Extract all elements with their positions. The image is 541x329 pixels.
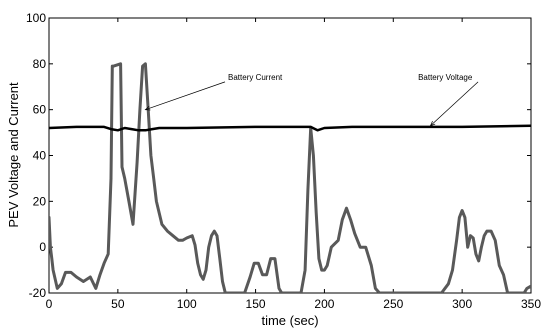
annotation-arrow [430, 81, 479, 126]
y-tick-label: 100 [26, 11, 46, 25]
battery-current-line [49, 62, 531, 293]
annotation-arrowhead [429, 121, 436, 127]
y-tick-label: 40 [33, 149, 47, 163]
plot-area [48, 17, 532, 294]
y-tick-label: 20 [33, 194, 47, 208]
battery-voltage-line [49, 124, 531, 132]
x-tick-label: 350 [521, 297, 541, 311]
y-tick-label: 0 [39, 240, 46, 254]
x-tick-label: 300 [452, 297, 472, 311]
annotation-arrowhead [144, 106, 151, 111]
y-tick-label: -20 [29, 286, 47, 300]
annotation-label: Battery Current [228, 73, 283, 82]
x-tick-label: 0 [46, 297, 53, 311]
annotations: Battery Current Battery Voltage [144, 73, 479, 127]
x-tick-label: 250 [383, 297, 403, 311]
y-tick-label: 60 [33, 103, 47, 117]
x-axis-label: time (sec) [261, 313, 318, 328]
x-tick-label: 100 [177, 297, 197, 311]
y-axis-label: PEV Voltage and Current [6, 82, 21, 228]
series-layer [49, 62, 531, 293]
x-tick-label: 200 [314, 297, 334, 311]
annotation-label: Battery Voltage [418, 73, 473, 82]
x-tick-label: 150 [246, 297, 266, 311]
annotation-arrow [145, 81, 226, 110]
y-tick-label: 80 [33, 57, 47, 71]
x-tick-label: 50 [111, 297, 125, 311]
